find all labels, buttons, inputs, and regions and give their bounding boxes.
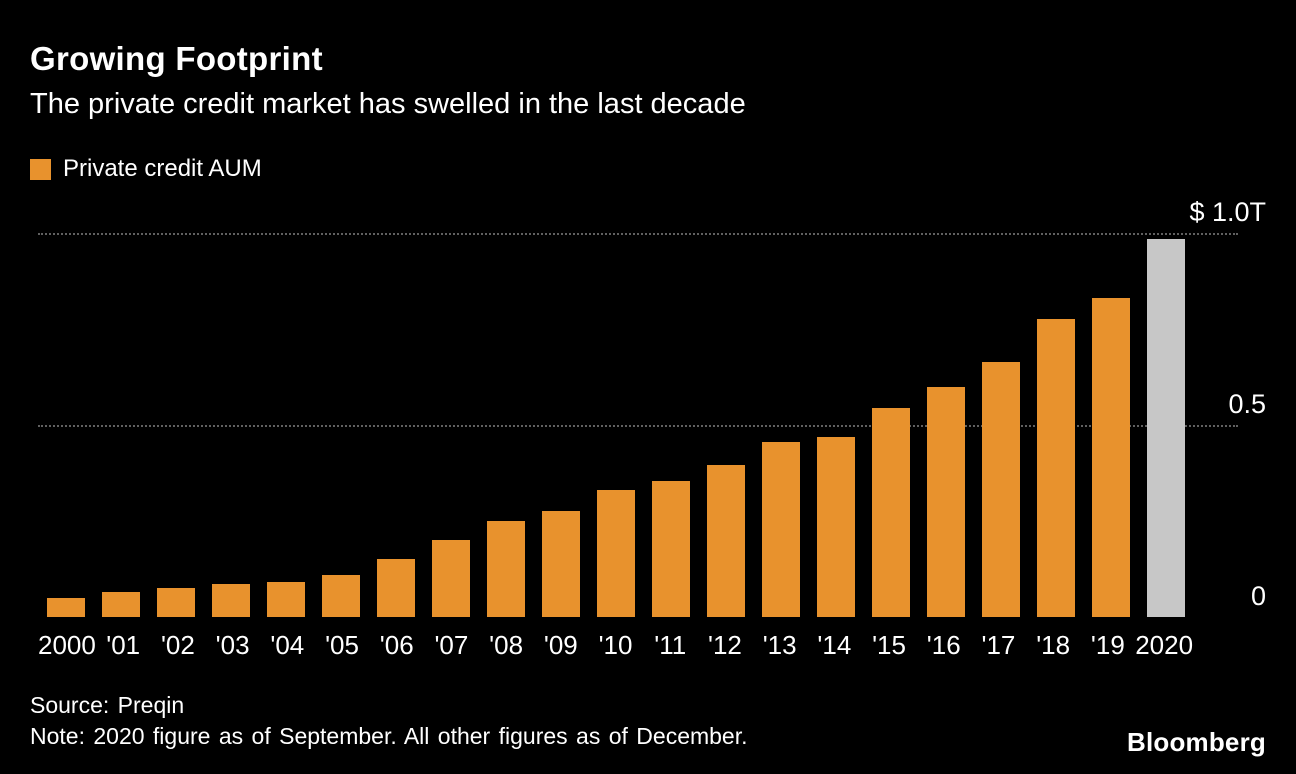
bar-12 — [706, 465, 745, 617]
x-axis-tick-label: '19 — [1090, 630, 1125, 660]
x-axis-tick-label: '12 — [707, 630, 742, 660]
x-axis-tick-label: '15 — [872, 630, 906, 660]
bar-2000 — [46, 597, 85, 617]
bar-slot — [1138, 195, 1193, 617]
x-axis-tick-label: '06 — [379, 630, 414, 660]
x-axis-tick-label: '03 — [215, 630, 250, 660]
bar-slot — [643, 195, 698, 617]
bar-06 — [376, 559, 415, 617]
x-axis-tick-label: '07 — [434, 630, 469, 660]
bar-slot — [1083, 195, 1138, 617]
bar-slot — [478, 195, 533, 617]
bar-slot — [863, 195, 918, 617]
bar-slot — [93, 195, 148, 617]
x-axis-tick-label: '17 — [981, 630, 1016, 660]
bar-slot — [203, 195, 258, 617]
bar-05 — [321, 574, 360, 617]
bar-02 — [156, 588, 195, 617]
bar-08 — [486, 521, 525, 617]
x-axis-tick-label: '13 — [762, 630, 797, 660]
x-axis-tick-label: '10 — [598, 630, 633, 660]
bar-slot — [918, 195, 973, 617]
bar-16 — [926, 386, 965, 617]
x-axis-tick-label: '05 — [325, 630, 359, 660]
gridline — [38, 233, 1238, 235]
y-axis-tick-label: 0 — [1250, 581, 1266, 611]
legend: Private credit AUM — [30, 155, 262, 183]
x-axis-labels: 2000 '01 '02 '03 '04 '05 '06 '07 '08 '09 '10 '11 '12… — [38, 630, 1193, 661]
legend-label: Private credit AUM — [63, 155, 262, 182]
bar-15 — [871, 407, 910, 617]
y-axis-tick-label: $ 1.0T — [1189, 197, 1266, 227]
bar-slot — [588, 195, 643, 617]
bar-slot — [753, 195, 808, 617]
bar-07 — [431, 540, 470, 617]
bloomberg-logo: Bloomberg — [1126, 727, 1266, 757]
x-axis-tick-label: '02 — [160, 630, 195, 660]
x-axis-tick-label: '16 — [926, 630, 961, 660]
bar-slot — [368, 195, 423, 617]
gridline — [38, 425, 1238, 427]
bar-11 — [651, 480, 690, 617]
footer: Source: Preqin Note: 2020 figure as of S… — [30, 690, 748, 752]
bar-09 — [541, 511, 580, 617]
x-axis-tick-label: 2000 — [38, 630, 96, 660]
bar-slot — [973, 195, 1028, 617]
bar-03 — [211, 584, 250, 617]
x-axis-tick-label: '09 — [543, 630, 578, 660]
bar-slot — [533, 195, 588, 617]
bar-slot — [423, 195, 478, 617]
bars — [38, 195, 1193, 617]
plot-area: $ 1.0T 0.5 0 — [30, 195, 1266, 617]
chart-title: Growing Footprint — [30, 40, 323, 77]
bar-slot — [808, 195, 863, 617]
bar-slot — [1028, 195, 1083, 617]
bar-slot — [258, 195, 313, 617]
bar-04 — [266, 582, 305, 617]
source-text: Source: Preqin — [30, 692, 185, 718]
chart-subtitle: The private credit market has swelled in… — [30, 88, 746, 120]
note-text: Note: 2020 figure as of September. All o… — [30, 723, 748, 749]
bar-01 — [101, 592, 140, 617]
y-axis-tick-label: 0.5 — [1228, 389, 1266, 419]
bar-slot — [148, 195, 203, 617]
bar-10 — [596, 490, 635, 617]
x-axis-tick-label: '14 — [817, 630, 852, 660]
bar-slot — [698, 195, 753, 617]
x-axis-tick-label: '18 — [1036, 630, 1071, 660]
bar-13 — [761, 442, 800, 617]
x-axis-tick-label: '01 — [106, 630, 141, 660]
legend-swatch — [30, 158, 51, 180]
bar-19 — [1091, 298, 1130, 617]
x-axis-tick-label: 2020 — [1135, 630, 1194, 660]
bar-18 — [1036, 319, 1075, 617]
bar-2020 — [1146, 238, 1185, 617]
bar-slot — [38, 195, 93, 617]
x-axis-tick-label: '08 — [489, 630, 524, 660]
bar-slot — [313, 195, 368, 617]
x-axis-tick-label: '04 — [270, 630, 305, 660]
bar-14 — [816, 436, 855, 617]
x-axis-tick-label: '11 — [654, 630, 687, 660]
bar-17 — [981, 361, 1020, 617]
